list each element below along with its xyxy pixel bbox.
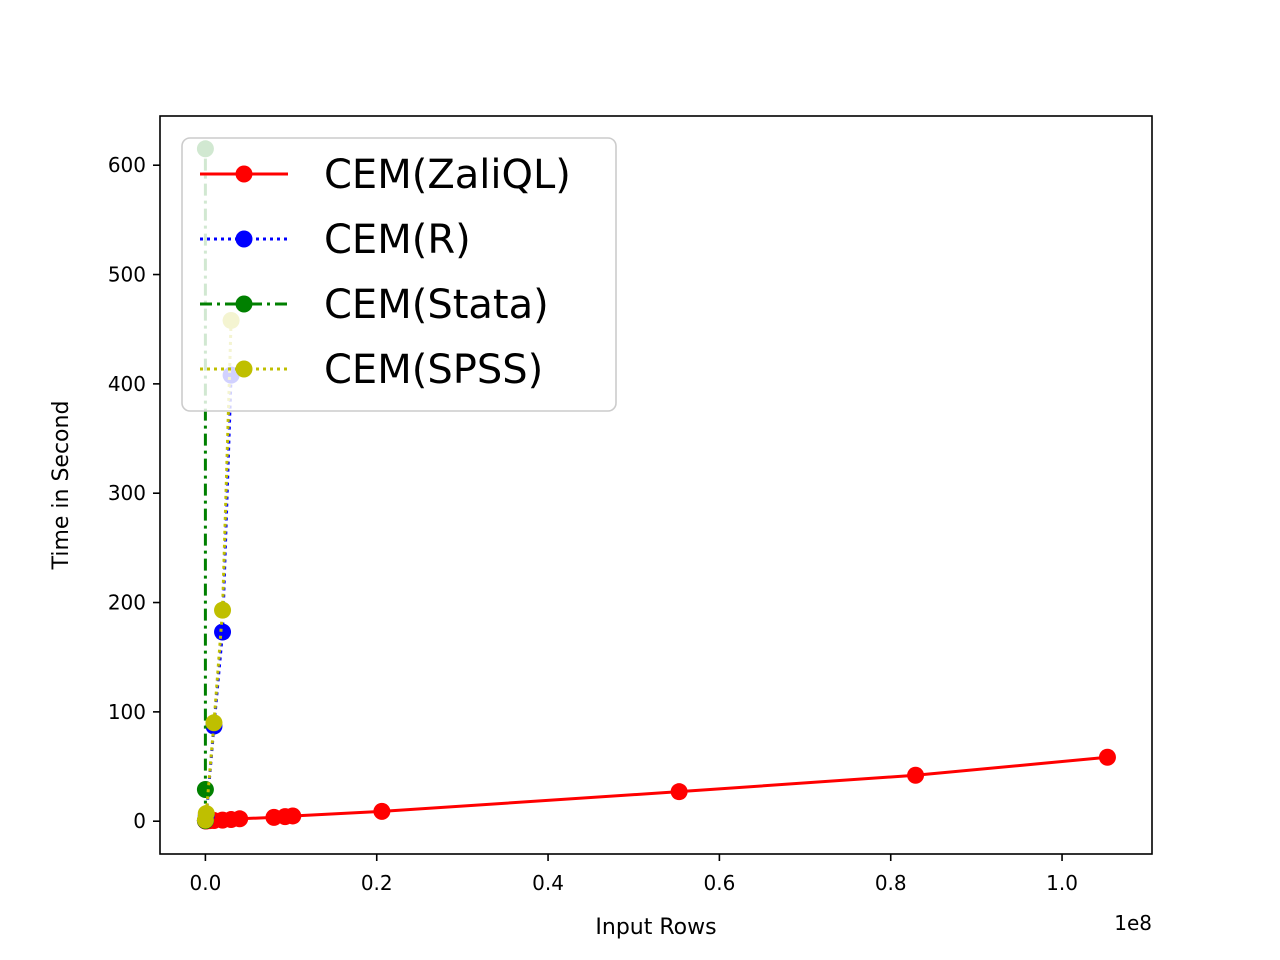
series-1-point [214,623,232,641]
series-0-point [231,810,249,828]
y-axis-ticks: 0 100 200 300 400 500 600 [108,153,160,833]
x-tick-label: 0.4 [532,871,564,895]
series-2-point [196,780,214,798]
legend: CEM(ZaliQL) CEM(R) CEM(Stata) CEM(SPSS) [181,137,617,412]
legend-marker-1 [235,230,253,248]
legend-marker-3 [235,360,253,378]
series-0-point [670,783,688,801]
series-0-point [907,766,925,784]
y-tick-label: 400 [108,372,146,396]
y-tick-label: 100 [108,700,146,724]
x-tick-label: 0.0 [189,871,221,895]
legend-label-1: CEM(R) [324,217,471,263]
plot-frame [159,115,1153,855]
plot-series-layer [196,140,1116,830]
series-3-point [205,714,223,732]
x-tick-label: 0.8 [875,871,907,895]
y-tick-label: 0 [133,809,146,833]
x-axis-offset-label: 1e8 [1114,911,1152,935]
y-tick-label: 200 [108,591,146,615]
legend-label-2: CEM(Stata) [324,282,549,328]
y-tick-label: 500 [108,263,146,287]
series-3-point [214,601,232,619]
x-axis-ticks: 0.0 0.2 0.4 0.6 0.8 1.0 [189,854,1078,895]
x-tick-label: 0.6 [703,871,735,895]
legend-marker-0 [235,165,253,183]
legend-marker-2 [235,295,253,313]
legend-box [181,137,617,412]
y-axis-label: Time in Second [49,401,74,571]
x-axis-label: Input Rows [595,915,716,940]
y-tick-label: 300 [108,481,146,505]
legend-label-0: CEM(ZaliQL) [324,152,571,198]
series-0-point [1098,748,1116,766]
series-0-point [284,807,302,825]
x-tick-label: 1.0 [1046,871,1078,895]
series-0-point [373,802,391,820]
y-tick-label: 600 [108,153,146,177]
series-3-point [197,805,215,823]
x-tick-label: 0.2 [361,871,393,895]
legend-label-3: CEM(SPSS) [324,347,543,393]
